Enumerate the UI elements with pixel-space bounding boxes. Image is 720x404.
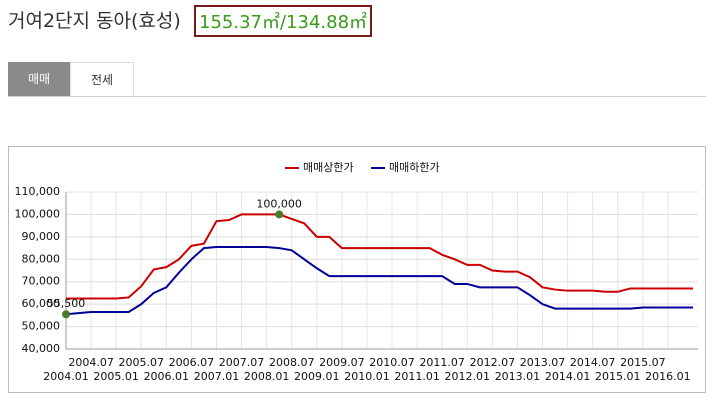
x-tick-label: 2004.01 <box>43 370 89 383</box>
legend-label: 매매하한가 <box>389 160 440 174</box>
y-tick-label: 50,000 <box>22 320 61 333</box>
tab-divider <box>8 96 706 97</box>
x-tick-label: 2012.07 <box>470 356 516 369</box>
legend-label: 매매상한가 <box>303 161 354 174</box>
x-tick-label: 2008.01 <box>244 370 290 383</box>
x-tick-label: 2007.01 <box>194 370 240 383</box>
x-tick-label: 2014.07 <box>570 356 616 369</box>
x-tick-label: 2012.01 <box>445 370 491 383</box>
y-tick-label: 60,000 <box>22 297 61 310</box>
annotation-marker <box>62 310 70 319</box>
x-tick-label: 2011.01 <box>394 370 440 383</box>
x-tick-label: 2005.07 <box>118 356 164 369</box>
y-tick-label: 80,000 <box>22 252 61 265</box>
x-tick-label: 2013.01 <box>495 370 541 383</box>
series-line <box>65 245 693 316</box>
x-tick-label: 2004.07 <box>68 356 114 369</box>
x-tick-label: 2013.07 <box>520 356 566 369</box>
x-tick-label: 2009.07 <box>319 356 365 369</box>
x-tick-label: 2015.01 <box>595 370 641 383</box>
y-tick-label: 70,000 <box>22 275 61 288</box>
x-tick-label: 2006.01 <box>144 370 190 383</box>
chart-frame <box>8 146 706 393</box>
x-tick-label: 2007.07 <box>219 356 265 369</box>
annotation-label: 55,500 <box>47 297 86 310</box>
y-tick-label: 40,000 <box>22 342 61 355</box>
x-tick-label: 2008.07 <box>269 356 315 369</box>
tab[interactable]: 매매 <box>8 62 70 96</box>
annotation-marker <box>275 210 284 219</box>
page-title: 거여2단지 동아(효성) <box>8 10 181 32</box>
y-tick-label: 90,000 <box>22 230 61 243</box>
x-tick-label: 2009.01 <box>294 370 340 383</box>
x-tick-label: 2010.07 <box>369 356 415 369</box>
x-tick-label: 2015.07 <box>620 356 666 369</box>
y-tick-label: 110,000 <box>15 185 61 198</box>
tab[interactable]: 전세 <box>70 62 134 96</box>
x-tick-label: 2010.01 <box>344 370 390 383</box>
y-tick-label: 100,000 <box>15 207 61 220</box>
annotation-label: 100,000 <box>256 197 302 210</box>
series-line <box>66 213 693 300</box>
x-tick-label: 2014.01 <box>545 370 591 383</box>
x-tick-label: 2005.01 <box>93 370 139 383</box>
x-tick-label: 2016.01 <box>645 370 691 383</box>
area-size: 155.37㎡/134.88㎡ <box>194 5 373 37</box>
x-tick-label: 2006.07 <box>169 356 215 369</box>
x-tick-label: 2011.07 <box>419 356 465 369</box>
